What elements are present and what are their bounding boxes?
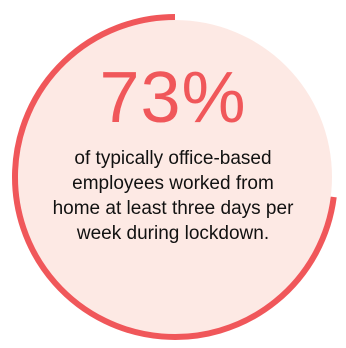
stat-circle-fill — [18, 20, 332, 334]
stat-caption: of typically office-based employees work… — [52, 148, 294, 244]
progress-arc — [12, 14, 337, 340]
stat-value: 73% — [99, 58, 247, 138]
stat-text-block: 73% of typically office-based employees … — [13, 58, 333, 246]
